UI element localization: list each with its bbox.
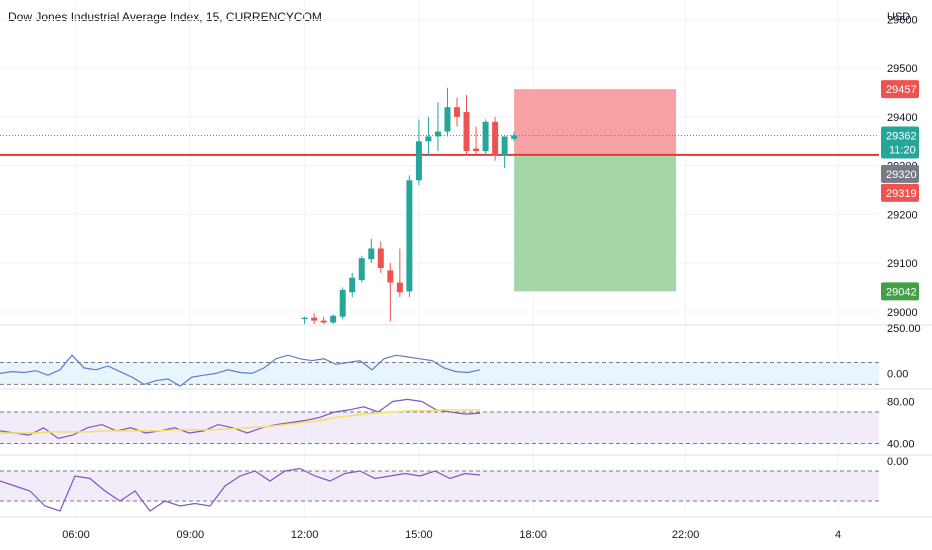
candle-body [377, 248, 384, 268]
y-tick-label: 29200 [887, 209, 918, 221]
y-tick-label: 29400 [887, 112, 918, 124]
rsi-tick-label: 40.00 [887, 439, 915, 451]
osc-tick-label: 0.00 [887, 456, 908, 468]
candle [482, 119, 489, 156]
y-tick-label: 29100 [887, 258, 918, 270]
candle [511, 131, 518, 142]
candle [492, 116, 499, 161]
candle [301, 316, 308, 324]
candle-body [454, 107, 460, 117]
rsi-band [0, 412, 879, 444]
candle [377, 241, 384, 273]
candle-body [320, 320, 327, 323]
candle [434, 102, 441, 152]
osc-series-line [0, 467, 481, 512]
candle-body [311, 317, 318, 321]
candle [387, 263, 394, 322]
macd-band [0, 362, 879, 385]
candle [425, 116, 432, 156]
candle-body [444, 107, 451, 132]
x-tick-label: 06:00 [62, 529, 90, 541]
candle [320, 316, 327, 324]
macd-series-line [0, 354, 481, 387]
candle [415, 119, 422, 186]
y-tick-label: 29600 [887, 14, 918, 26]
candle-body [358, 258, 365, 281]
y-tick-label: 29000 [887, 307, 918, 319]
x-tick-label: 09:00 [177, 529, 205, 541]
stop-price-tag [881, 80, 919, 99]
candle-body [511, 135, 518, 139]
candle-body [434, 131, 441, 137]
candle [444, 87, 451, 137]
countdown-label: 11:20 [889, 144, 916, 156]
candle-body [368, 248, 375, 260]
candle-body [473, 148, 480, 152]
candle-body [425, 136, 432, 142]
candle [330, 314, 337, 324]
candle [368, 238, 375, 264]
candle-body [339, 289, 346, 317]
candle [311, 313, 318, 324]
candle-body [406, 180, 413, 292]
chart-title: Dow Jones Industrial Average Index, 15, … [8, 10, 322, 24]
stop-loss-zone [514, 89, 677, 156]
candle-body [387, 270, 394, 283]
y-tick-label: 29500 [887, 63, 918, 75]
macd-tick-label: 0.00 [887, 368, 908, 380]
candle-body [330, 315, 337, 323]
candle-body [396, 282, 403, 293]
candle [358, 255, 365, 283]
x-tick-label: 15:00 [405, 529, 433, 541]
osc-band [0, 471, 879, 501]
candle [454, 97, 460, 127]
x-tick-label: 22:00 [672, 529, 700, 541]
rsi-tick-label: 80.00 [887, 397, 915, 409]
candle [463, 95, 470, 156]
candle [339, 287, 346, 320]
candle-body [349, 277, 356, 293]
entry-price-tag [881, 164, 919, 183]
candle-body [501, 136, 508, 156]
candle-body [463, 112, 470, 152]
stop-price-label: 29457 [886, 84, 917, 96]
current-price-tag [881, 126, 919, 159]
currency-label: USD [887, 11, 910, 23]
target-price-label: 29042 [886, 286, 917, 298]
entry-price-label: 29320 [886, 169, 917, 181]
macd-tick-label: 250.00 [887, 323, 921, 335]
candle [406, 175, 413, 298]
alert-price-label: 29319 [886, 188, 917, 200]
x-tick-label: 18:00 [519, 529, 547, 541]
alert-price-tag [881, 183, 919, 202]
candle-body [492, 121, 499, 156]
candle [396, 248, 403, 298]
candle [349, 272, 356, 298]
target-price-tag [881, 282, 919, 301]
candle-body [482, 121, 489, 152]
candle-body [415, 141, 422, 181]
candle-body [301, 317, 308, 320]
x-tick-label: 12:00 [291, 529, 319, 541]
candle [501, 136, 508, 169]
take-profit-zone [514, 155, 677, 292]
rsi-series-line [0, 409, 480, 434]
x-tick-label: 4 [835, 529, 841, 541]
candle [473, 126, 480, 156]
current-price-label: 29362 [886, 130, 917, 142]
